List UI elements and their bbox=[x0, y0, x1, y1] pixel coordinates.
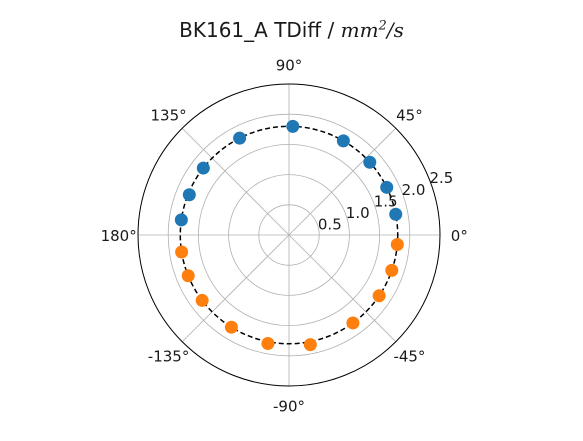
data-point-s0-4 bbox=[286, 119, 300, 133]
angular-grid-line-5 bbox=[181, 234, 290, 343]
data-point-s1-5 bbox=[261, 337, 275, 351]
angle-tick-label-7: -45° bbox=[393, 347, 425, 365]
angle-tick-label-3: 135° bbox=[150, 107, 186, 125]
unit-suffix: /s bbox=[386, 18, 404, 42]
data-point-s0-2 bbox=[363, 155, 377, 169]
radial-tick-label-0: 0.5 bbox=[318, 215, 342, 233]
chart-title: BK161_A TDiff / mm2/s bbox=[0, 18, 583, 42]
data-point-s1-7 bbox=[195, 293, 209, 307]
data-point-s1-1 bbox=[385, 263, 399, 277]
unit-base: mm bbox=[340, 18, 379, 42]
polar-outer-spine bbox=[137, 83, 441, 387]
radial-tick-label-4: 2.5 bbox=[430, 169, 454, 187]
data-point-s1-8 bbox=[181, 269, 195, 283]
data-point-s0-0 bbox=[389, 207, 403, 221]
data-point-s1-6 bbox=[224, 320, 238, 334]
chart-title-unit: mm2/s bbox=[341, 18, 404, 42]
angle-tick-label-6: -90° bbox=[273, 397, 305, 415]
data-point-s0-1 bbox=[380, 180, 394, 194]
data-point-s1-0 bbox=[390, 237, 404, 251]
data-point-s0-6 bbox=[196, 161, 210, 175]
data-point-s1-3 bbox=[346, 316, 360, 330]
reference-dashed-circle bbox=[179, 125, 399, 345]
radial-tick-label-2: 1.5 bbox=[374, 192, 398, 210]
angular-grid-line-7 bbox=[288, 234, 397, 343]
angular-grid-line-1 bbox=[288, 127, 397, 236]
data-point-s0-5 bbox=[233, 131, 247, 145]
data-point-s1-9 bbox=[175, 245, 189, 259]
unit-power: 2 bbox=[378, 18, 387, 34]
data-point-s0-3 bbox=[336, 134, 350, 148]
chart-title-text: BK161_A TDiff / bbox=[179, 18, 341, 42]
data-point-s0-8 bbox=[174, 213, 188, 227]
data-point-s1-2 bbox=[372, 289, 386, 303]
angle-tick-label-5: -135° bbox=[148, 347, 190, 365]
radial-tick-label-1: 1.0 bbox=[346, 204, 370, 222]
angle-tick-label-2: 90° bbox=[276, 57, 303, 75]
angular-grid-line-3 bbox=[181, 127, 290, 236]
angle-tick-label-0: 0° bbox=[451, 227, 468, 245]
angle-tick-label-4: 180° bbox=[101, 227, 137, 245]
data-point-s0-7 bbox=[182, 188, 196, 202]
data-point-s1-4 bbox=[303, 338, 317, 352]
radial-tick-label-3: 2.0 bbox=[402, 181, 426, 199]
angle-tick-label-1: 45° bbox=[396, 107, 423, 125]
